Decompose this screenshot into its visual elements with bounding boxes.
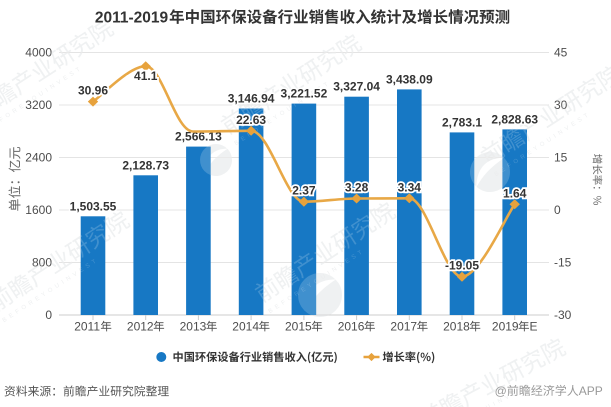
svg-text:45: 45 [554,46,568,60]
svg-text:APP: APP [579,384,603,398]
svg-text:-30: -30 [554,308,572,322]
svg-text:2011: 2011 [74,320,100,334]
svg-text:1,503.55: 1,503.55 [70,199,117,213]
svg-text:3.28: 3.28 [345,181,369,195]
svg-text:2,828.63: 2,828.63 [491,112,538,126]
svg-text:800: 800 [32,256,52,270]
svg-text:-15: -15 [554,256,572,270]
svg-text:2017: 2017 [390,320,417,334]
svg-text:1600: 1600 [25,203,52,217]
svg-text:2014: 2014 [232,320,259,334]
svg-text:30.96: 30.96 [78,84,108,98]
svg-text:2019: 2019 [492,320,519,334]
svg-text:3,438.09: 3,438.09 [386,72,433,86]
svg-text:2.37: 2.37 [292,184,316,198]
svg-text:41.1: 41.1 [134,69,158,83]
svg-text:2,128.73: 2,128.73 [122,158,169,172]
svg-text:1.64: 1.64 [503,186,527,200]
svg-text:30: 30 [554,98,568,112]
svg-text:22.63: 22.63 [236,113,266,127]
svg-text:2018: 2018 [443,320,470,334]
svg-text:0: 0 [554,203,561,217]
svg-text:3.34: 3.34 [398,180,422,194]
svg-text:2400: 2400 [25,151,52,165]
svg-text:@: @ [495,384,507,398]
svg-text:2012: 2012 [127,320,154,334]
svg-text:-19.05: -19.05 [445,259,479,273]
svg-text:2,783.1: 2,783.1 [442,115,482,129]
svg-text:3200: 3200 [25,98,52,112]
svg-text:3,327.04: 3,327.04 [333,80,380,94]
svg-text:15: 15 [554,151,568,165]
svg-text:2015: 2015 [285,320,312,334]
svg-text:2011-2019: 2011-2019 [95,10,169,27]
svg-text:3,146.94: 3,146.94 [228,92,275,106]
svg-text:2016: 2016 [338,320,365,334]
svg-text:2013: 2013 [180,320,207,334]
svg-text:3,221.52: 3,221.52 [281,87,328,101]
svg-text:0: 0 [45,308,52,322]
svg-text:4000: 4000 [25,46,52,60]
svg-text:E: E [530,320,538,334]
